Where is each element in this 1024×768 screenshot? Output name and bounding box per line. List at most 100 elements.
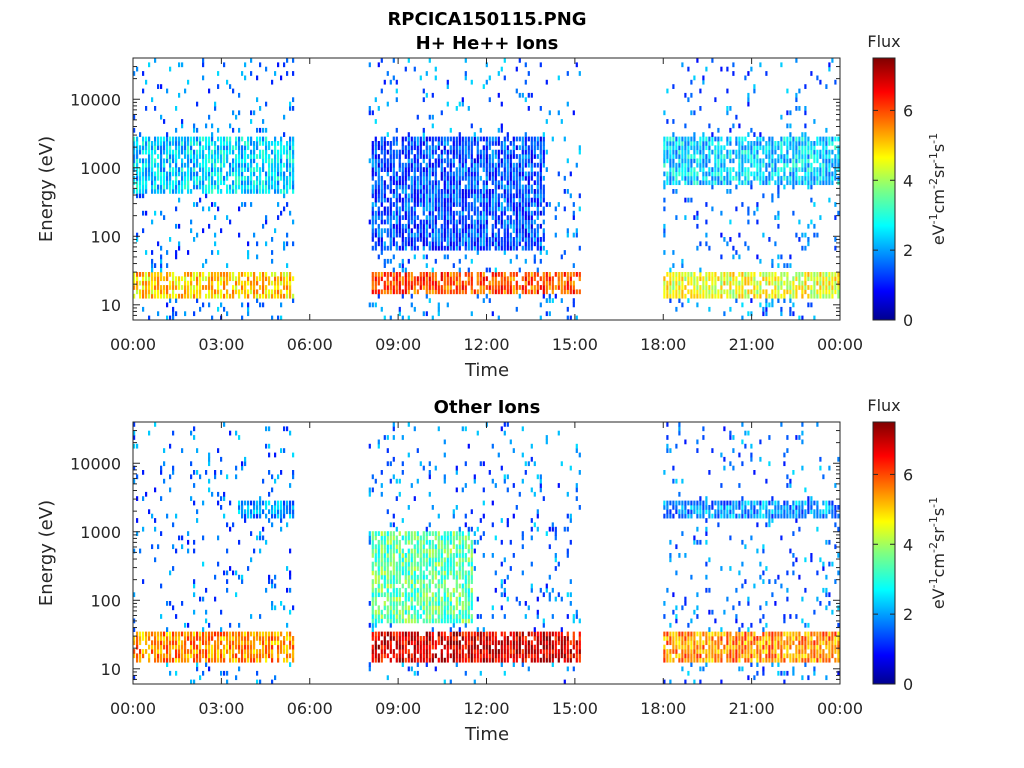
heatmap-cell bbox=[259, 500, 262, 506]
heatmap-cell bbox=[374, 276, 377, 282]
heatmap-cell bbox=[256, 293, 259, 299]
heatmap-cell bbox=[536, 223, 539, 229]
heatmap-cell bbox=[461, 162, 464, 168]
heatmap-cell bbox=[771, 197, 774, 203]
heatmap-cell bbox=[759, 280, 762, 286]
heatmap-cell bbox=[491, 158, 494, 164]
heatmap-cell bbox=[828, 272, 831, 277]
heatmap-cell bbox=[419, 141, 422, 146]
heatmap-cell bbox=[693, 154, 696, 159]
heatmap-cell bbox=[693, 132, 696, 137]
heatmap-cell bbox=[696, 276, 699, 282]
heatmap-cell bbox=[762, 180, 765, 186]
heatmap-cell bbox=[259, 636, 262, 641]
heatmap-cell bbox=[527, 175, 530, 181]
heatmap-cell bbox=[476, 276, 479, 282]
heatmap-cell bbox=[699, 158, 702, 164]
heatmap-cell bbox=[527, 197, 530, 203]
heatmap-cell bbox=[280, 505, 283, 510]
heatmap-cell bbox=[241, 280, 244, 286]
heatmap-cell bbox=[750, 276, 753, 282]
heatmap-cell bbox=[551, 285, 554, 290]
heatmap-cell bbox=[401, 315, 404, 320]
heatmap-cell bbox=[681, 293, 684, 299]
heatmap-cell bbox=[777, 180, 780, 186]
heatmap-cell bbox=[289, 662, 292, 667]
heatmap-cell bbox=[530, 197, 533, 203]
heatmap-cell bbox=[825, 145, 828, 151]
heatmap-cell bbox=[768, 149, 771, 155]
heatmap-cell bbox=[422, 154, 425, 159]
heatmap-cell bbox=[371, 184, 374, 190]
heatmap-cell bbox=[491, 223, 494, 229]
heatmap-cell bbox=[136, 496, 139, 501]
heatmap-cell bbox=[542, 280, 545, 286]
heatmap-cell bbox=[557, 280, 560, 286]
heatmap-cell bbox=[738, 272, 741, 277]
heatmap-cell bbox=[780, 306, 783, 312]
heatmap-cell bbox=[684, 123, 687, 129]
heatmap-cell bbox=[485, 206, 488, 212]
heatmap-cell bbox=[413, 145, 416, 151]
heatmap-cell bbox=[211, 636, 214, 641]
heatmap-cell bbox=[485, 219, 488, 225]
heatmap-cell bbox=[738, 167, 741, 172]
heatmap-cell bbox=[262, 184, 265, 190]
heatmap-cell bbox=[762, 193, 765, 199]
heatmap-cell bbox=[431, 215, 434, 220]
heatmap-cell bbox=[217, 561, 220, 567]
heatmap-cell bbox=[563, 175, 566, 181]
heatmap-cell bbox=[765, 167, 768, 172]
heatmap-cell bbox=[404, 145, 407, 151]
heatmap-cell bbox=[223, 631, 226, 637]
heatmap-cell bbox=[810, 302, 813, 308]
heatmap-cell bbox=[247, 640, 250, 646]
heatmap-cell bbox=[482, 228, 485, 234]
heatmap-cell bbox=[271, 175, 274, 181]
heatmap-cell bbox=[157, 84, 160, 89]
heatmap-cell bbox=[503, 280, 506, 286]
heatmap-cell bbox=[377, 587, 380, 593]
heatmap-cell bbox=[380, 202, 383, 207]
heatmap-cell bbox=[816, 232, 819, 238]
heatmap-cell bbox=[154, 285, 157, 290]
heatmap-cell bbox=[515, 272, 518, 277]
heatmap-cell bbox=[256, 505, 259, 510]
heatmap-cell bbox=[262, 141, 265, 146]
heatmap-cell bbox=[178, 223, 181, 229]
heatmap-cell bbox=[157, 141, 160, 146]
heatmap-cell bbox=[518, 197, 521, 203]
heatmap-cell bbox=[711, 180, 714, 186]
heatmap-cell bbox=[371, 544, 374, 550]
heatmap-cell bbox=[443, 223, 446, 229]
heatmap-cell bbox=[410, 276, 413, 282]
heatmap-cell bbox=[422, 136, 425, 142]
heatmap-cell bbox=[148, 171, 151, 177]
heatmap-cell bbox=[389, 548, 392, 554]
heatmap-cell bbox=[241, 162, 244, 168]
heatmap-cell bbox=[548, 298, 551, 303]
heatmap-cell bbox=[136, 154, 139, 159]
heatmap-cell bbox=[837, 167, 840, 172]
heatmap-cell bbox=[247, 293, 250, 299]
heatmap-cell bbox=[157, 285, 160, 290]
heatmap-cell bbox=[527, 219, 530, 225]
heatmap-cell bbox=[232, 171, 235, 177]
heatmap-cell bbox=[289, 162, 292, 168]
heatmap-cell bbox=[151, 513, 154, 519]
heatmap-cell bbox=[669, 285, 672, 290]
heatmap-cell bbox=[708, 154, 711, 159]
heatmap-cell bbox=[804, 180, 807, 186]
heatmap-cell bbox=[687, 145, 690, 151]
heatmap-cell bbox=[461, 189, 464, 194]
heatmap-cell bbox=[229, 526, 232, 532]
heatmap-cell bbox=[241, 180, 244, 186]
heatmap-cell bbox=[196, 149, 199, 155]
heatmap-cell bbox=[831, 289, 834, 295]
heatmap-cell bbox=[389, 215, 392, 220]
heatmap-cell bbox=[455, 219, 458, 225]
heatmap-cell bbox=[449, 167, 452, 172]
heatmap-cell bbox=[521, 289, 524, 295]
x-tick-label: 09:00 bbox=[375, 335, 421, 354]
heatmap-cell bbox=[467, 193, 470, 199]
